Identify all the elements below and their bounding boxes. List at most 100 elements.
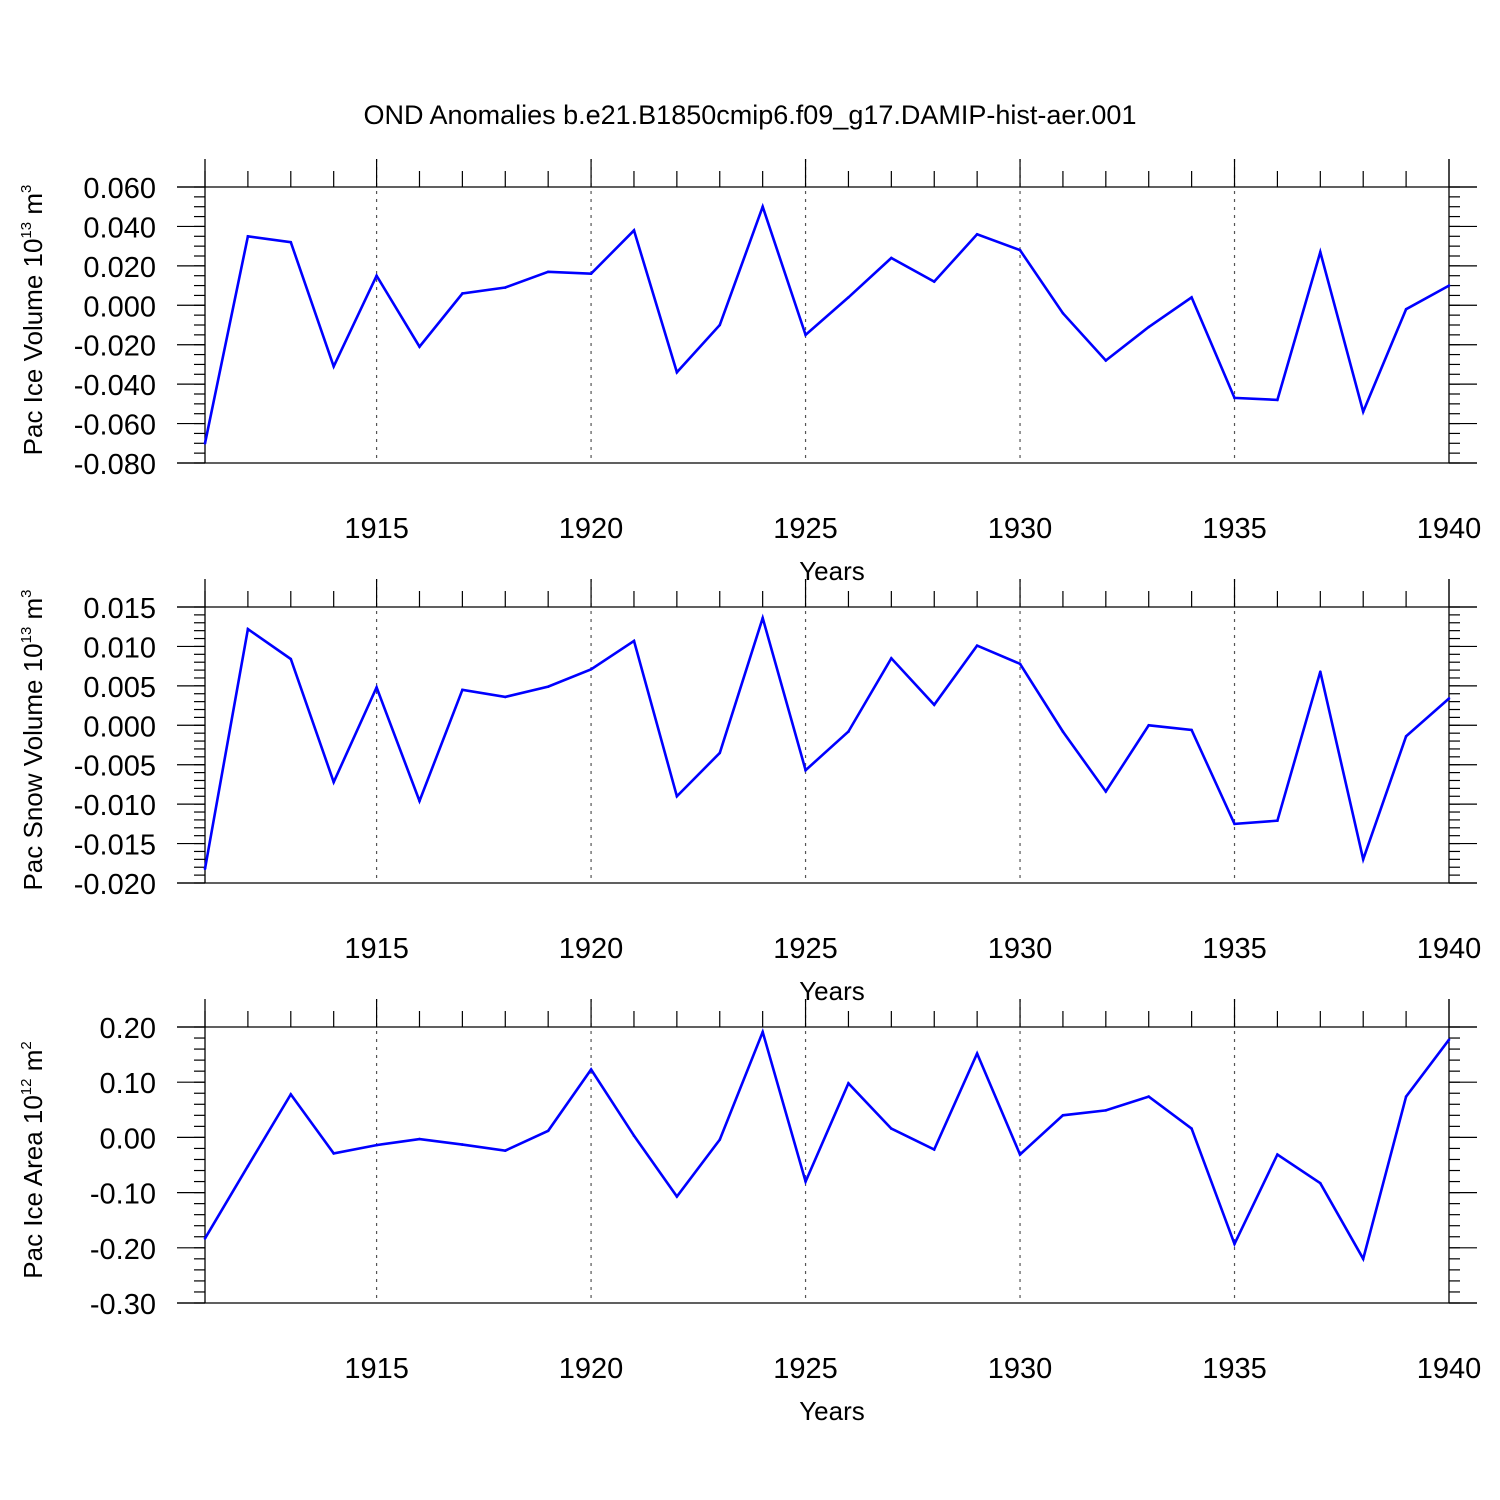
panel-1: -0.080 -0.060 -0.040 -0.020 0.000 0.020 0.040 0… bbox=[18, 159, 1481, 586]
y-tick-label: -0.015 bbox=[74, 830, 156, 862]
data-point-1940 bbox=[1447, 284, 1451, 287]
data-point-1937 bbox=[1319, 250, 1322, 254]
data-point-1914 bbox=[332, 1152, 335, 1155]
x-tick-label-1940: 1940 bbox=[1417, 1353, 1482, 1385]
y-axis-label-part: Pac Ice Area 10 bbox=[18, 1095, 48, 1279]
y-axis-label-part: Pac Ice Volume 10 bbox=[18, 239, 48, 456]
y-tick-label: -0.20 bbox=[90, 1234, 156, 1266]
data-point-1918 bbox=[503, 1149, 507, 1152]
y-tick-label: -0.020 bbox=[74, 331, 156, 363]
y-tick-label: -0.080 bbox=[74, 449, 156, 481]
x-tick-label-1915: 1915 bbox=[344, 933, 409, 965]
data-point-1919 bbox=[546, 685, 550, 688]
x-tick-label-1935: 1935 bbox=[1202, 513, 1267, 545]
x-tick-label-1925: 1925 bbox=[773, 1353, 838, 1385]
x-tick-label-1940: 1940 bbox=[1417, 513, 1482, 545]
x-tick-label-1930: 1930 bbox=[988, 933, 1053, 965]
x-tick-label-1915: 1915 bbox=[344, 1353, 409, 1385]
data-point-1912 bbox=[246, 1164, 250, 1168]
data-point-1934 bbox=[1190, 296, 1193, 299]
y-axis-label-part: m bbox=[18, 598, 48, 627]
data-point-1936 bbox=[1276, 819, 1279, 823]
y-tick-label: 0.20 bbox=[100, 1013, 156, 1045]
data-point-1937 bbox=[1319, 670, 1322, 673]
series-line-panel-3 bbox=[203, 1027, 1451, 1263]
data-point-1924 bbox=[761, 205, 764, 209]
y-tick-label: 0.060 bbox=[83, 173, 156, 205]
data-point-1928 bbox=[932, 703, 936, 707]
y-axis-label: Pac Snow Volume 1013 m3 bbox=[18, 589, 48, 890]
data-point-1925 bbox=[804, 333, 807, 337]
x-tick-label-1920: 1920 bbox=[559, 933, 624, 965]
x-tick-label-1920: 1920 bbox=[559, 513, 624, 545]
data-point-1915 bbox=[375, 274, 378, 278]
data-point-1938 bbox=[1361, 858, 1365, 861]
data-point-1921 bbox=[632, 229, 636, 232]
data-point-1924 bbox=[761, 1030, 764, 1034]
data-point-1927 bbox=[890, 256, 893, 260]
data-point-1935 bbox=[1233, 822, 1236, 826]
x-tick-label-1920: 1920 bbox=[559, 1353, 624, 1385]
x-tick-label-1935: 1935 bbox=[1202, 933, 1267, 965]
data-point-1923 bbox=[718, 751, 722, 755]
y-tick-label: -0.040 bbox=[74, 370, 156, 402]
data-point-1911 bbox=[203, 441, 207, 445]
y-axis-label-superscript: 3 bbox=[18, 589, 35, 597]
data-point-1916 bbox=[418, 799, 421, 803]
data-point-1932 bbox=[1104, 1109, 1108, 1112]
y-tick-label: 0.00 bbox=[100, 1123, 156, 1155]
data-point-1917 bbox=[461, 688, 464, 692]
data-point-1922 bbox=[675, 1195, 679, 1198]
x-tick-label-1930: 1930 bbox=[988, 513, 1053, 545]
y-tick-label: 0.005 bbox=[83, 672, 156, 704]
data-point-1929 bbox=[975, 1052, 979, 1055]
data-point-1924 bbox=[761, 616, 764, 620]
y-tick-label: -0.30 bbox=[90, 1289, 156, 1321]
data-point-1939 bbox=[1404, 735, 1408, 738]
y-axis-label-superscript: 13 bbox=[18, 627, 35, 644]
y-axis-label-superscript: 13 bbox=[18, 222, 35, 239]
data-point-1927 bbox=[890, 1127, 893, 1130]
y-tick-label: 0.040 bbox=[83, 212, 156, 244]
x-axis-label: Years bbox=[799, 1396, 865, 1426]
chart-panels: -0.080 -0.060 -0.040 -0.020 0.000 0.020 0.040 0… bbox=[18, 159, 1481, 1426]
data-point-1922 bbox=[675, 371, 679, 374]
data-point-1930 bbox=[1018, 248, 1022, 252]
data-point-1922 bbox=[675, 794, 679, 798]
x-tick-label-1925: 1925 bbox=[773, 513, 838, 545]
y-axis-label-superscript: 2 bbox=[18, 1041, 35, 1049]
y-axis-label-superscript: 12 bbox=[18, 1078, 35, 1095]
data-point-1934 bbox=[1190, 728, 1193, 732]
y-tick-label: -0.010 bbox=[74, 790, 156, 822]
data-point-1926 bbox=[847, 296, 850, 299]
y-tick-label: -0.005 bbox=[74, 751, 156, 783]
data-point-1920 bbox=[589, 667, 593, 671]
data-point-1931 bbox=[1061, 311, 1065, 315]
data-point-1914 bbox=[332, 365, 335, 368]
x-tick-label-1925: 1925 bbox=[773, 933, 838, 965]
y-axis-label-part: Pac Snow Volume 10 bbox=[18, 643, 48, 890]
x-tick-label-1940: 1940 bbox=[1417, 933, 1482, 965]
data-point-1926 bbox=[847, 1082, 850, 1085]
data-point-1932 bbox=[1104, 790, 1108, 793]
data-point-1918 bbox=[503, 286, 507, 289]
data-point-1930 bbox=[1018, 1153, 1022, 1156]
data-point-1917 bbox=[461, 292, 464, 295]
y-tick-label: 0.020 bbox=[83, 252, 156, 284]
data-point-1932 bbox=[1104, 359, 1108, 362]
data-point-1937 bbox=[1319, 1181, 1322, 1185]
series-line-panel-1 bbox=[203, 202, 1450, 444]
data-point-1913 bbox=[289, 657, 293, 661]
panel-2: -0.020 -0.015 -0.010 -0.005 0.000 0.005 0.010 0… bbox=[18, 579, 1481, 1006]
data-point-1915 bbox=[375, 686, 378, 689]
y-tick-label: -0.060 bbox=[74, 410, 156, 442]
x-axis-label: Years bbox=[799, 976, 865, 1006]
data-point-1940 bbox=[1447, 697, 1451, 700]
panel-3: -0.30 -0.20 -0.10 0.00 0.10 0.20 1915 1920 1925 1… bbox=[18, 999, 1481, 1426]
data-point-1927 bbox=[890, 656, 893, 660]
data-point-1938 bbox=[1361, 410, 1365, 414]
data-point-1930 bbox=[1018, 662, 1022, 666]
data-point-1934 bbox=[1190, 1127, 1193, 1130]
y-tick-label: 0.10 bbox=[100, 1068, 156, 1100]
data-point-1935 bbox=[1233, 396, 1236, 400]
